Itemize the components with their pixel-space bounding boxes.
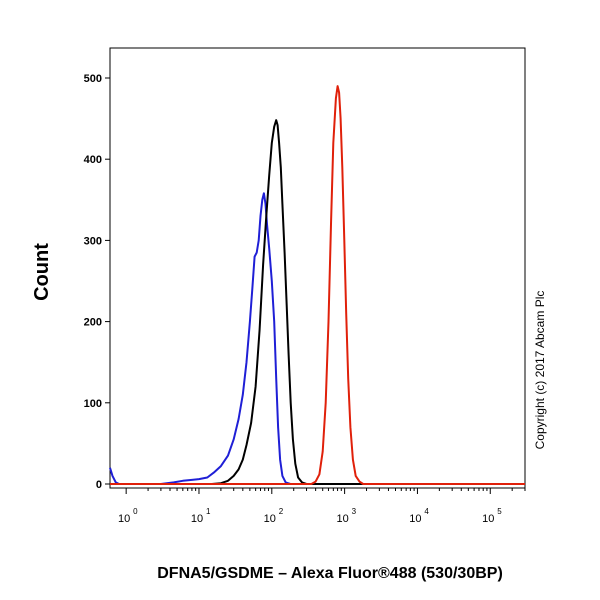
copyright-annotation: Copyright (c) 2017 Abcam Plc xyxy=(533,291,547,450)
y-tick-label: 400 xyxy=(84,154,102,166)
x-tick-label: 10 xyxy=(264,513,276,525)
x-tick-exponent: 5 xyxy=(497,507,502,516)
x-tick-exponent: 1 xyxy=(206,507,211,516)
y-axis: 0 100 200 300 400 500 xyxy=(84,73,110,491)
y-tick-label: 500 xyxy=(84,73,102,85)
histogram-series-1 xyxy=(109,192,525,485)
x-tick-exponent: 0 xyxy=(133,507,138,516)
x-tick-label: 10 xyxy=(118,513,130,525)
y-axis-label: Count xyxy=(31,243,53,301)
plot-frame xyxy=(109,47,526,489)
x-tick-exponent: 3 xyxy=(352,507,357,516)
y-tick-label: 0 xyxy=(96,479,102,491)
histogram-series-2 xyxy=(110,119,525,485)
x-tick-label: 10 xyxy=(336,513,348,525)
x-tick-exponent: 2 xyxy=(279,507,284,516)
y-tick-label: 200 xyxy=(84,317,102,329)
x-tick-exponent: 4 xyxy=(424,507,429,516)
y-tick-label: 100 xyxy=(84,398,102,410)
x-tick-label: 10 xyxy=(191,513,203,525)
x-axis-label: DFNA5/GSDME – Alexa Fluor®488 (530/30BP) xyxy=(157,565,503,582)
series-layer xyxy=(109,85,525,485)
histogram-series-3 xyxy=(110,85,525,485)
y-tick-label: 300 xyxy=(84,235,102,247)
x-tick-label: 10 xyxy=(482,513,494,525)
x-tick-label: 10 xyxy=(409,513,421,525)
